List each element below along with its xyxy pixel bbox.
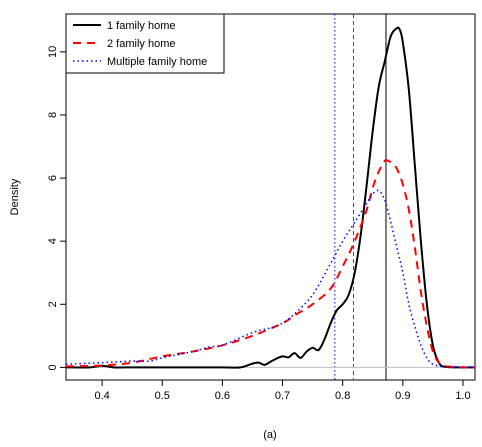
- legend: 1 family home 2 family home Multiple fam…: [65, 13, 225, 74]
- x-axis: 0.4 0.5 0.6 0.7 0.8 0.9 1.0: [94, 380, 471, 402]
- y-tick-label: 8: [47, 112, 59, 118]
- x-tick-label: 0.6: [215, 390, 230, 402]
- chart-subtitle: (a): [263, 429, 276, 441]
- y-tick-label: 2: [47, 301, 59, 307]
- y-axis: 0 2 4 6 8 10: [47, 46, 66, 370]
- series-line-1-family-home: [66, 26, 475, 369]
- x-tick-label: 0.9: [395, 390, 410, 402]
- y-tick-label: 0: [47, 364, 59, 370]
- series-line-multiple-family-home: [66, 189, 475, 369]
- legend-label-1-family-home: 1 family home: [107, 20, 175, 32]
- x-tick-label: 1.0: [455, 390, 470, 402]
- y-axis-title: Density: [9, 178, 21, 215]
- legend-label-2-family-home: 2 family home: [107, 38, 175, 50]
- mean-lines: [334, 14, 387, 380]
- x-tick-label: 0.4: [94, 390, 109, 402]
- x-tick-label: 0.7: [275, 390, 290, 402]
- x-tick-label: 0.8: [335, 390, 350, 402]
- x-tick-label: 0.5: [155, 390, 170, 402]
- plot-frame: [65, 13, 476, 381]
- series-line-2-family-home: [66, 159, 475, 369]
- legend-label-multiple-family-home: Multiple family home: [107, 56, 207, 68]
- series-layer: [66, 26, 475, 369]
- y-tick-label: 6: [47, 175, 59, 181]
- y-tick-label: 4: [47, 238, 59, 244]
- y-tick-label: 10: [47, 46, 59, 58]
